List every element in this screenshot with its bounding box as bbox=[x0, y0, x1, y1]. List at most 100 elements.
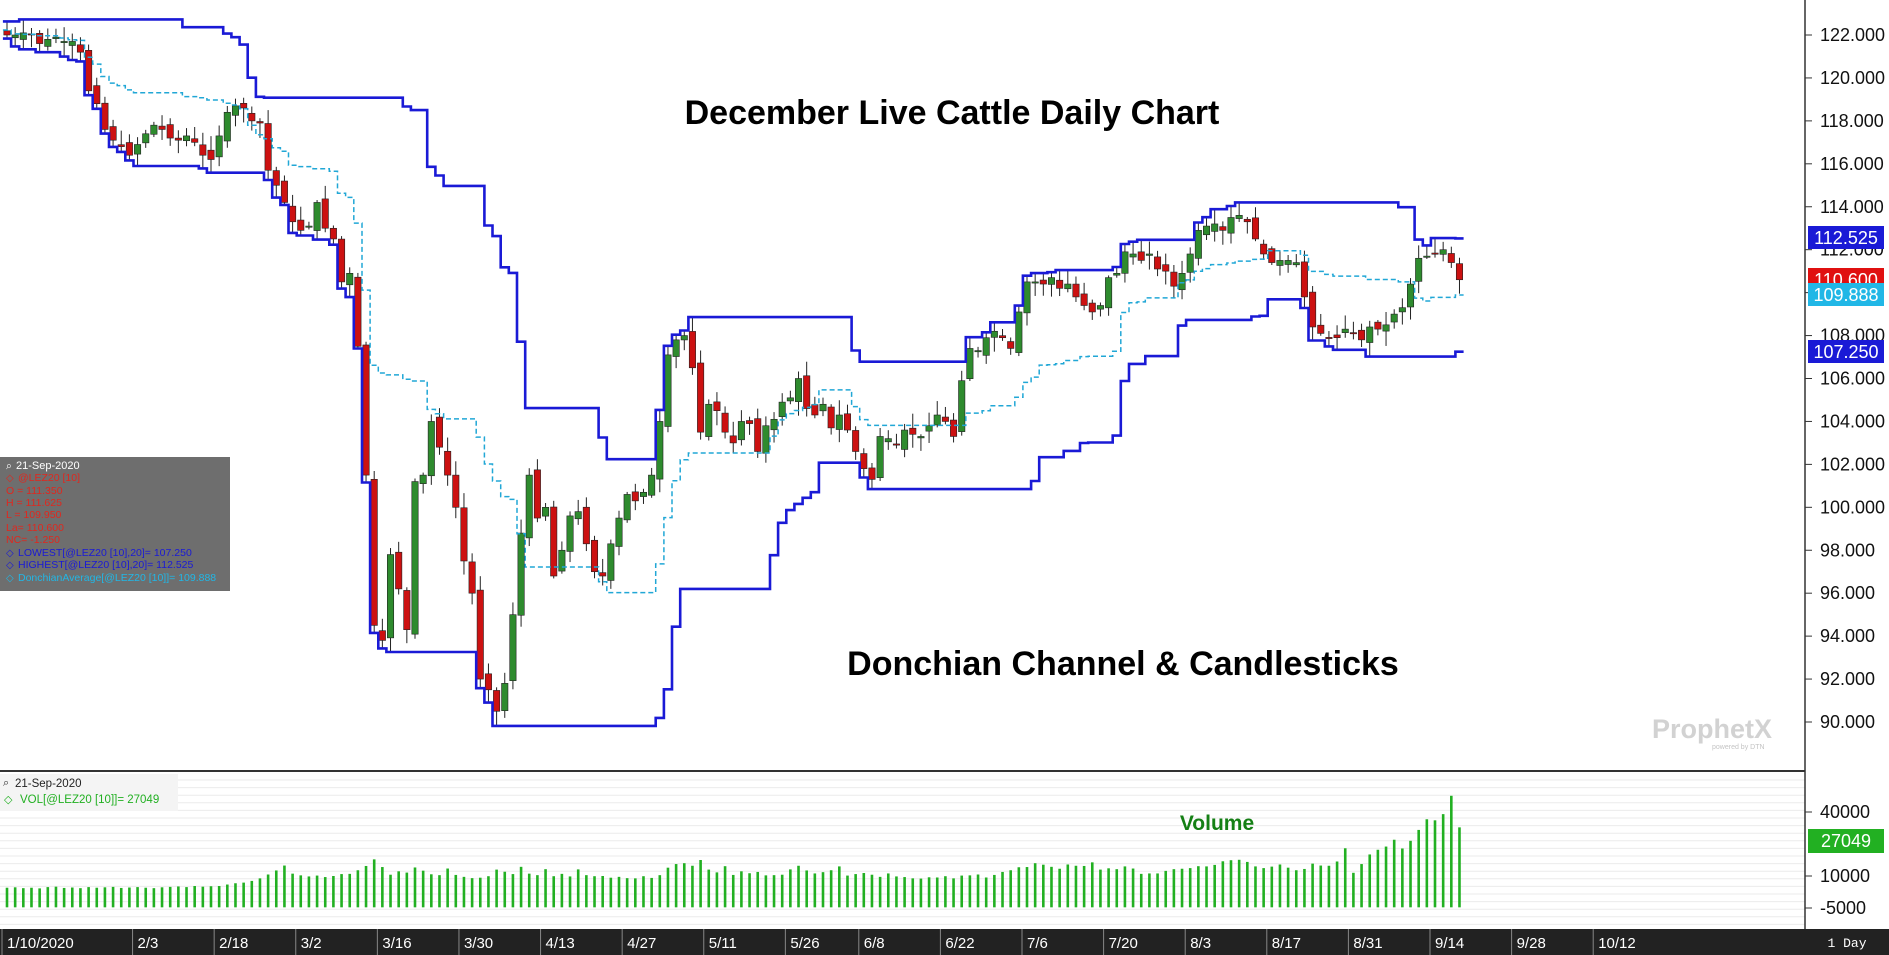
candle-body bbox=[852, 430, 860, 452]
volume-bar bbox=[511, 874, 515, 908]
volume-bar bbox=[1074, 865, 1078, 908]
volume-bar bbox=[1139, 873, 1143, 908]
volume-bar bbox=[519, 866, 523, 908]
price-legend: ⌕ 21-Sep-2020 ◇ @LEZ20 [10] O = 111.350 … bbox=[0, 457, 230, 591]
volume-bar bbox=[642, 876, 645, 908]
volume-bar bbox=[201, 886, 205, 908]
legend-average: DonchianAverage[@LEZ20 [10]]= 109.888 bbox=[18, 572, 216, 584]
date-tick-label: 2/18 bbox=[219, 935, 248, 952]
candle-body bbox=[44, 38, 52, 47]
volume-bar bbox=[568, 876, 572, 908]
volume-bar bbox=[821, 872, 825, 908]
candle-body bbox=[240, 103, 248, 109]
volume-bar bbox=[1213, 864, 1216, 908]
candle-body bbox=[917, 436, 925, 439]
volume-legend-date: 21-Sep-2020 bbox=[15, 778, 82, 790]
volume-bar bbox=[1172, 869, 1176, 908]
volume-bar bbox=[609, 877, 613, 908]
candle-body bbox=[901, 429, 909, 450]
candle-body bbox=[1162, 264, 1170, 272]
candle-body bbox=[134, 144, 142, 155]
volume-bar bbox=[307, 876, 311, 908]
candle-body bbox=[1178, 273, 1186, 291]
volume-bar bbox=[593, 876, 596, 908]
candle-body bbox=[550, 506, 558, 577]
volume-bar bbox=[487, 876, 490, 908]
volume-bar bbox=[1270, 866, 1274, 908]
volume-bar bbox=[348, 873, 352, 908]
candle-body bbox=[19, 32, 27, 40]
candle-body bbox=[1431, 252, 1439, 255]
volume-bar bbox=[707, 869, 711, 908]
volume-bar bbox=[103, 887, 107, 908]
volume-bar bbox=[1033, 863, 1037, 908]
volume-bar bbox=[1042, 864, 1045, 908]
candle-body bbox=[68, 41, 76, 46]
candle-body bbox=[493, 690, 501, 712]
candle-body bbox=[990, 330, 998, 338]
candle-body bbox=[1333, 334, 1341, 339]
candle-body bbox=[1137, 251, 1145, 261]
volume-badge bbox=[1808, 829, 1884, 853]
candle-body bbox=[892, 443, 900, 446]
volume-bar bbox=[160, 887, 164, 908]
volume-bar bbox=[846, 875, 849, 908]
candle-body bbox=[1243, 218, 1251, 223]
volume-bar bbox=[927, 877, 931, 908]
volume-bar bbox=[1099, 869, 1102, 908]
candle-body bbox=[272, 170, 280, 186]
candle-body bbox=[1170, 271, 1178, 287]
volume-bar bbox=[193, 886, 196, 908]
candle-body bbox=[150, 124, 158, 135]
prophetx-logo: ProphetX bbox=[1652, 714, 1772, 744]
volume-bar bbox=[13, 887, 17, 908]
candle-body bbox=[1423, 255, 1431, 258]
candle-body bbox=[1276, 260, 1284, 266]
volume-bar bbox=[1417, 829, 1420, 908]
volume-bar bbox=[625, 878, 629, 908]
candle-body bbox=[1203, 225, 1211, 236]
volume-bar bbox=[136, 887, 139, 908]
candle-body bbox=[1407, 283, 1415, 308]
price-axis: 122.000120.000118.000116.000114.000112.0… bbox=[1805, 25, 1885, 732]
candle-body bbox=[1300, 261, 1308, 298]
volume-bar bbox=[1450, 795, 1453, 908]
volume-bar bbox=[666, 867, 670, 908]
volume-bar bbox=[576, 869, 580, 908]
candle-body bbox=[1366, 326, 1374, 343]
volume-bar bbox=[250, 880, 254, 908]
date-tick-label: 5/11 bbox=[709, 935, 737, 952]
volume-bar bbox=[952, 878, 955, 908]
volume-legend-background bbox=[0, 774, 178, 811]
candle-body bbox=[819, 403, 827, 412]
volume-bar bbox=[503, 871, 507, 908]
volume-tick-label: 40000 bbox=[1820, 802, 1870, 822]
volume-bar bbox=[266, 874, 270, 908]
volume-bar bbox=[454, 874, 458, 908]
chart-title: December Live Cattle Daily Chart bbox=[685, 94, 1220, 132]
date-tick-label: 1/10/2020 bbox=[7, 935, 74, 952]
volume-bar bbox=[862, 873, 866, 908]
legend-symbol: @LEZ20 [10] bbox=[18, 472, 80, 484]
candle-body bbox=[1023, 281, 1031, 314]
volume-bar bbox=[421, 870, 425, 908]
candle-body bbox=[476, 589, 484, 680]
date-tick-label: 3/2 bbox=[301, 935, 322, 952]
volume-bar bbox=[364, 865, 368, 908]
volume-bar bbox=[438, 875, 441, 908]
candle-body bbox=[982, 337, 990, 356]
period-label[interactable]: 1 Day bbox=[1827, 936, 1866, 951]
candle-body bbox=[803, 375, 811, 409]
candle-body bbox=[542, 507, 550, 517]
volume-bar bbox=[780, 874, 784, 908]
candlestick-series bbox=[3, 19, 1463, 726]
volume-bar bbox=[993, 874, 996, 908]
volume-bar bbox=[764, 875, 768, 908]
volume-bar bbox=[1278, 864, 1282, 908]
candle-body bbox=[680, 335, 688, 341]
volume-bar bbox=[1254, 866, 1257, 908]
candle-body bbox=[868, 467, 876, 480]
volume-bar bbox=[315, 875, 319, 908]
candle-body bbox=[1039, 279, 1047, 285]
candle-body bbox=[1194, 230, 1202, 259]
